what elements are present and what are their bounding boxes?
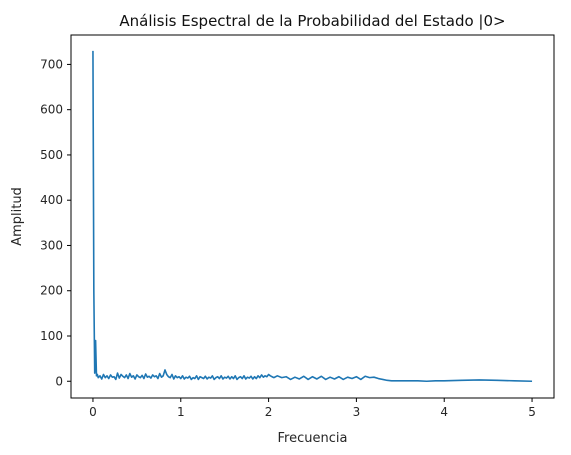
axes-frame	[70, 34, 555, 399]
x-tick-label: 3	[353, 405, 361, 419]
y-tick-label: 400	[40, 193, 63, 207]
x-tick-label: 1	[177, 405, 185, 419]
x-axis-ticks: 0 1 2 3 4 5	[89, 398, 536, 419]
x-tick-label: 0	[89, 405, 97, 419]
x-tick-label: 2	[265, 405, 273, 419]
x-tick-label: 4	[440, 405, 448, 419]
y-tick-label: 0	[55, 374, 63, 388]
chart-title: Análisis Espectral de la Probabilidad de…	[119, 12, 505, 30]
x-tick-label: 5	[528, 405, 536, 419]
series-line-0	[92, 50, 533, 383]
y-tick-label: 300	[40, 238, 63, 252]
y-tick-label: 100	[40, 329, 63, 343]
x-axis-label: Frecuencia	[278, 431, 348, 446]
series-layer	[92, 50, 533, 383]
y-tick-label: 700	[40, 57, 63, 71]
y-tick-label: 200	[40, 284, 63, 298]
y-axis-ticks: 0 100 200 300 400 500 600 700	[40, 57, 71, 388]
y-tick-label: 600	[40, 103, 63, 117]
y-axis-label: Amplitud	[10, 187, 25, 246]
y-tick-label: 500	[40, 148, 63, 162]
